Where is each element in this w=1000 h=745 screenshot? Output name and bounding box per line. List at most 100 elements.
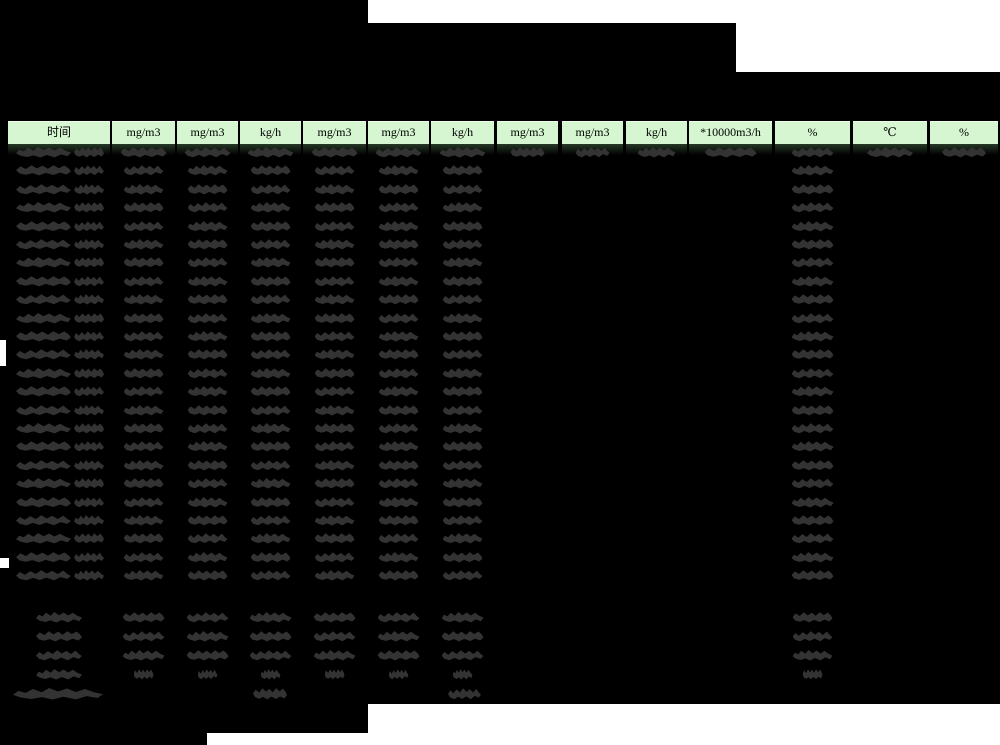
redacted-value[interactable] (378, 313, 419, 324)
redacted-value[interactable] (250, 532, 291, 544)
redacted-value[interactable] (378, 239, 419, 250)
redacted-time-value[interactable] (74, 569, 104, 581)
redacted-value[interactable] (791, 478, 834, 489)
redacted-time-value[interactable] (16, 146, 71, 158)
redacted-value[interactable] (123, 514, 164, 526)
redacted-time-value[interactable] (74, 202, 104, 213)
redacted-value[interactable] (791, 460, 834, 471)
redacted-value[interactable] (314, 202, 355, 213)
redacted-time-value[interactable] (74, 386, 104, 397)
redacted-time-value[interactable] (16, 367, 71, 379)
redacted-time-value[interactable] (16, 477, 71, 489)
redacted-time-value[interactable] (16, 441, 71, 452)
redacted-value[interactable] (314, 257, 355, 268)
redacted-value[interactable] (442, 239, 483, 250)
header-cell-unit-1[interactable]: mg/m3 (112, 121, 175, 144)
redacted-value[interactable] (123, 313, 164, 324)
redacted-value[interactable] (378, 275, 419, 287)
summary-redacted-value[interactable] (452, 668, 473, 680)
redacted-value[interactable] (442, 460, 483, 471)
redacted-time-value[interactable] (74, 313, 104, 324)
redacted-value[interactable] (442, 405, 483, 416)
redacted-value[interactable] (250, 294, 291, 305)
header-cell-unit-11[interactable]: % (775, 121, 850, 144)
redacted-value[interactable] (250, 312, 291, 324)
redacted-value[interactable] (250, 331, 291, 342)
redacted-value[interactable] (314, 368, 355, 379)
redacted-time-value[interactable] (74, 348, 104, 360)
redacted-value[interactable] (250, 165, 291, 176)
redacted-time-value[interactable] (74, 423, 104, 434)
redacted-value[interactable] (187, 570, 228, 581)
redacted-value[interactable] (378, 405, 419, 416)
redacted-value[interactable] (187, 423, 228, 434)
redacted-value[interactable] (123, 423, 164, 434)
redacted-value[interactable] (791, 239, 834, 250)
redacted-value[interactable] (378, 385, 419, 397)
redacted-value[interactable] (791, 184, 834, 195)
redacted-value[interactable] (123, 202, 164, 213)
redacted-value[interactable] (791, 533, 834, 544)
redacted-time-value[interactable] (74, 514, 104, 526)
redacted-value[interactable] (791, 147, 834, 158)
redacted-value[interactable] (791, 515, 834, 526)
redacted-value[interactable] (791, 257, 834, 268)
redacted-value[interactable] (123, 348, 164, 360)
redacted-value[interactable] (378, 220, 419, 232)
summary-redacted-value[interactable] (313, 649, 356, 661)
redacted-value[interactable] (314, 404, 355, 416)
summary-redacted-value[interactable] (186, 630, 229, 642)
redacted-value[interactable] (442, 294, 483, 305)
redacted-time-value[interactable] (16, 165, 71, 176)
summary-redacted-value[interactable] (802, 669, 823, 680)
summary-redacted-value[interactable] (249, 611, 292, 623)
redacted-value[interactable] (314, 183, 355, 195)
summary-redacted-value[interactable] (249, 650, 292, 661)
redacted-value[interactable] (314, 165, 355, 176)
redacted-time-value[interactable] (74, 165, 104, 176)
summary-redacted-value[interactable] (122, 649, 165, 661)
redacted-time-value[interactable] (74, 238, 104, 250)
redacted-value[interactable] (378, 533, 419, 544)
redacted-time-value[interactable] (16, 515, 71, 526)
redacted-value[interactable] (250, 256, 291, 268)
redacted-value[interactable] (187, 551, 228, 563)
redacted-value[interactable] (442, 422, 483, 434)
redacted-value[interactable] (378, 368, 419, 379)
redacted-value[interactable] (442, 552, 483, 563)
redacted-value[interactable] (442, 515, 483, 526)
redacted-value[interactable] (378, 294, 419, 305)
summary-redacted-value[interactable] (377, 650, 420, 661)
header-cell-unit-4[interactable]: mg/m3 (303, 121, 366, 144)
summary-redacted-value[interactable] (377, 630, 420, 642)
redacted-value[interactable] (314, 313, 355, 324)
redacted-value[interactable] (123, 331, 164, 342)
redacted-value[interactable] (314, 221, 355, 232)
redacted-value[interactable] (247, 146, 294, 158)
redacted-value[interactable] (123, 497, 164, 508)
redacted-value[interactable] (123, 441, 164, 452)
redacted-value[interactable] (442, 386, 483, 397)
redacted-value[interactable] (250, 441, 291, 452)
redacted-value[interactable] (187, 496, 228, 508)
header-cell-unit-7[interactable]: mg/m3 (497, 121, 558, 144)
redacted-time-value[interactable] (16, 331, 71, 342)
redacted-value[interactable] (187, 533, 228, 544)
summary-redacted-value[interactable] (377, 612, 420, 623)
redacted-time-value[interactable] (74, 552, 104, 563)
redacted-value[interactable] (250, 367, 291, 379)
redacted-value[interactable] (123, 386, 164, 397)
redacted-value[interactable] (187, 220, 228, 232)
redacted-value[interactable] (791, 164, 834, 176)
redacted-value[interactable] (123, 165, 164, 176)
redacted-value[interactable] (637, 146, 676, 158)
redacted-time-value[interactable] (16, 532, 71, 544)
redacted-value[interactable] (791, 385, 834, 397)
redacted-value[interactable] (378, 440, 419, 452)
redacted-value[interactable] (442, 165, 483, 176)
redacted-value[interactable] (442, 349, 483, 360)
redacted-value[interactable] (187, 164, 228, 176)
summary-row-label[interactable] (36, 631, 82, 642)
redacted-value[interactable] (250, 201, 291, 213)
redacted-value[interactable] (187, 313, 228, 324)
